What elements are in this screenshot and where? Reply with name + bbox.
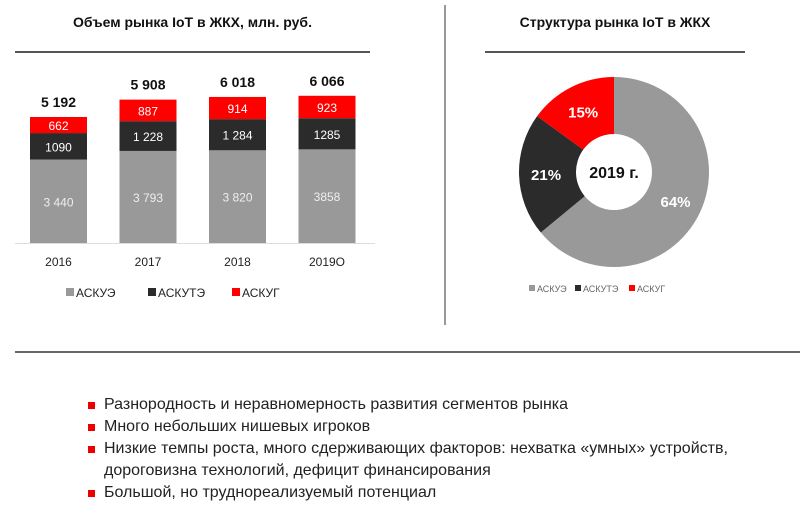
legend-swatch — [629, 285, 635, 291]
bar-total-label: 5 908 — [130, 77, 165, 93]
donut-slice-АСКУГ — [537, 77, 614, 150]
legend-swatch — [148, 288, 156, 296]
legend-swatch — [575, 285, 581, 291]
bar-segment-АСКУЭ — [119, 150, 177, 243]
bar-total-label: 6 018 — [220, 74, 255, 90]
donut-percent-label: 64% — [661, 194, 691, 211]
bar-segment-АСКУГ — [298, 95, 356, 119]
bar-value-label: 662 — [48, 119, 68, 133]
donut-chart: 64% 21% 15% 2019 г. АСКУЭ АСКУТЭ АСКУГ — [519, 77, 709, 294]
legend-swatch — [529, 285, 535, 291]
bar-value-label: 3858 — [314, 190, 341, 204]
x-tick-label: 2017 — [135, 255, 162, 269]
donut-percent-label: 21% — [531, 167, 561, 184]
bar-segment-АСКУЭ — [209, 150, 266, 243]
bar-segment-АСКУТЭ — [209, 119, 266, 151]
bullet-item: Большой, но труднореализуемый потенциал — [84, 482, 764, 504]
bullet-item: Много небольших нишевых игроков — [84, 416, 764, 438]
legend-swatch — [232, 288, 240, 296]
divider-vertical — [444, 5, 446, 325]
bar-total-label: 6 066 — [309, 73, 344, 89]
bar-segment-АСКУЭ — [298, 149, 356, 243]
donut-title-underline — [485, 51, 745, 53]
bar-value-label: 914 — [227, 102, 247, 116]
bullet-item: Разнородность и неравномерность развития… — [84, 394, 764, 416]
bar-segment-АСКУГ — [209, 96, 266, 120]
bar-value-label: 3 793 — [133, 191, 163, 205]
bar-segment-АСКУЭ — [30, 159, 87, 243]
bar-value-label: 887 — [138, 104, 158, 118]
donut-center-label: 2019 г. — [589, 165, 639, 182]
legend-label: АСКУЭ — [76, 286, 116, 300]
bullet-item: Низкие темпы роста, много сдерживающих ф… — [84, 438, 764, 482]
x-tick-label: 2019О — [309, 255, 345, 269]
divider-horizontal — [15, 351, 800, 353]
bullet-list: Разнородность и неравномерность развития… — [84, 394, 764, 504]
legend-label: АСКУЭ — [537, 284, 567, 294]
bar-chart-title: Объем рынка IoT в ЖКХ, млн. руб. — [73, 14, 312, 30]
legend-label: АСКУГ — [242, 286, 280, 300]
donut-percent-label: 15% — [568, 104, 598, 121]
bar-segment-АСКУГ — [30, 117, 87, 134]
donut-slice-АСКУТЭ — [519, 116, 585, 233]
x-tick-label: 2016 — [45, 255, 72, 269]
bar-value-label: 3 820 — [222, 191, 252, 205]
bar-segment-АСКУТЭ — [298, 118, 356, 150]
bar-segment-АСКУТЭ — [119, 121, 177, 151]
bar-value-label: 923 — [317, 101, 337, 115]
bar-value-label: 1 284 — [222, 129, 252, 143]
legend-swatch — [66, 288, 74, 296]
bar-value-label: 1 228 — [133, 130, 163, 144]
bar-value-label: 1090 — [45, 140, 72, 154]
bar-chart: 3 440 1090 662 5 192 2016 3 793 1 228 887 5 908 2… — [15, 73, 375, 300]
bar-segment-АСКУГ — [119, 99, 177, 122]
legend-label: АСКУТЭ — [583, 284, 619, 294]
bar-value-label: 1285 — [314, 128, 341, 142]
donut-slice-АСКУЭ — [540, 77, 709, 268]
bar-value-label: 3 440 — [43, 195, 73, 209]
legend-label: АСКУГ — [637, 284, 665, 294]
donut-chart-title: Структура рынка IoT в ЖКХ — [519, 14, 711, 30]
bar-total-label: 5 192 — [41, 94, 76, 110]
bar-title-underline — [15, 51, 370, 53]
legend-label: АСКУТЭ — [158, 286, 205, 300]
x-tick-label: 2018 — [224, 255, 251, 269]
bar-segment-АСКУТЭ — [30, 133, 87, 160]
